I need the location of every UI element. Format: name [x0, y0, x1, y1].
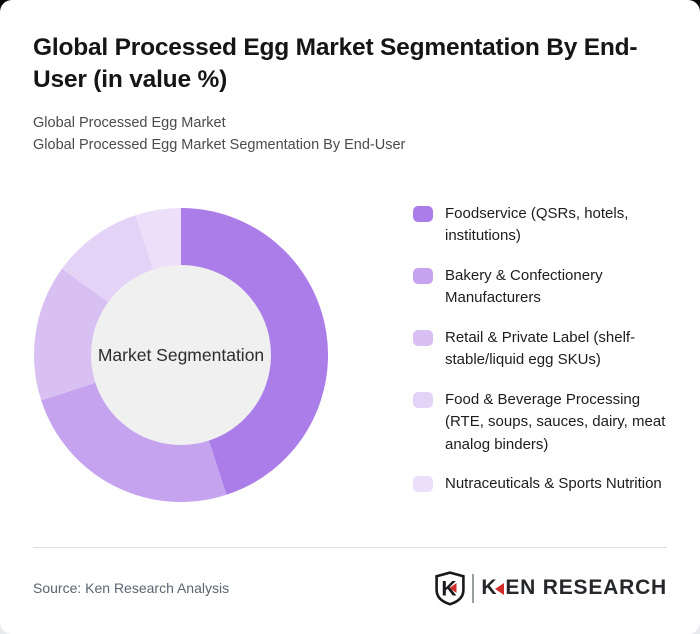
chart-section: Market Segmentation Foodservice (QSRs, h… [33, 195, 667, 525]
footer-divider [33, 547, 667, 548]
legend-label-4: Nutraceuticals & Sports Nutrition [445, 475, 662, 493]
donut-center-label: Market Segmentation [98, 345, 264, 365]
legend-item-2[interactable]: Retail & Private Label (shelf-stable/liq… [413, 327, 667, 372]
logo-shield-letter: K [442, 577, 457, 600]
source-note: Source: Ken Research Analysis [33, 580, 230, 596]
legend-label-2: Retail & Private Label (shelf-stable/liq… [445, 328, 636, 369]
logo-shield-triangle-icon [449, 582, 457, 593]
legend-swatch-4 [413, 476, 433, 493]
logo-divider-bar [472, 573, 475, 603]
donut-chart: Market Segmentation [33, 195, 383, 525]
legend-label-1: Bakery & Confectionery Manufacturers [445, 266, 603, 307]
page-title: Global Processed Egg Market Segmentation… [33, 34, 638, 93]
legend-swatch-3 [413, 391, 433, 408]
subtitle-line-1: Global Processed Egg Market [33, 114, 226, 131]
legend-swatch-0 [413, 205, 433, 222]
legend-item-3[interactable]: Food & Beverage Processing (RTE, soups, … [413, 389, 667, 457]
logo-brand-text: K EN RESEARCH [481, 576, 667, 599]
donut-chart-svg: Market Segmentation [33, 207, 329, 502]
card-footer: Source: Ken Research Analysis K K EN RESE… [33, 547, 667, 608]
legend-label-3: Food & Beverage Processing (RTE, soups, … [445, 390, 666, 453]
donut-center-circle [91, 264, 271, 445]
subtitle-line-2: Global Processed Egg Market Segmentation… [33, 136, 406, 153]
legend-item-1[interactable]: Bakery & Confectionery Manufacturers [413, 265, 667, 310]
legend-swatch-1 [413, 267, 433, 284]
legend-item-0[interactable]: Foodservice (QSRs, hotels, institutions) [413, 203, 667, 248]
ken-research-logo: K K EN RESEARCH [435, 570, 667, 606]
chart-legend: Foodservice (QSRs, hotels, institutions)… [413, 195, 667, 525]
legend-label-0: Foodservice (QSRs, hotels, institutions) [445, 204, 629, 245]
logo-red-triangle-icon [495, 583, 505, 595]
logo-shield-icon: K [435, 570, 466, 606]
legend-item-4[interactable]: Nutraceuticals & Sports Nutrition [413, 473, 667, 496]
legend-swatch-2 [413, 329, 433, 346]
